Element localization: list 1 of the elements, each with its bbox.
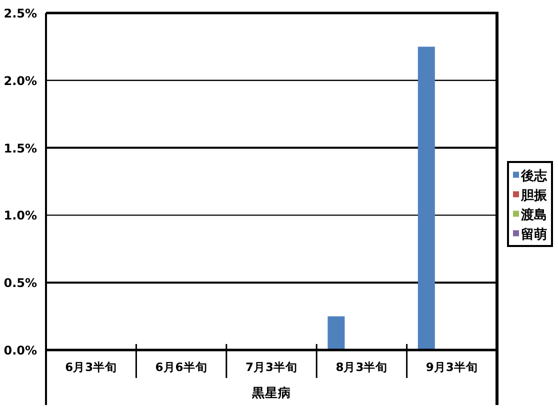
xlabel: 黒星病 [252, 385, 291, 400]
